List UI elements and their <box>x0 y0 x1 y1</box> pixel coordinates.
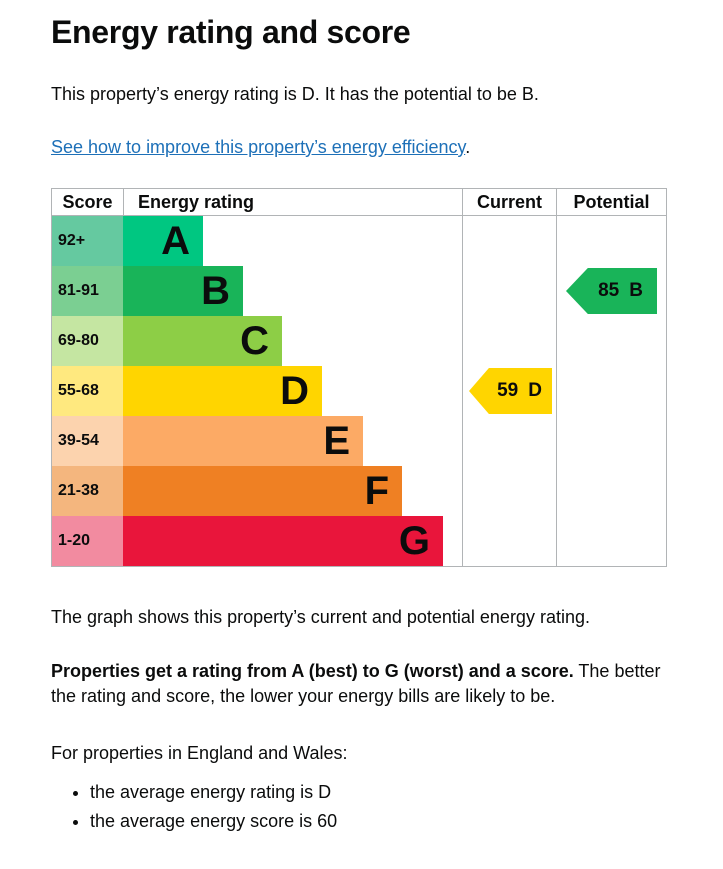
band-letter-g: G <box>398 519 430 563</box>
score-range-label-b: 81-91 <box>58 282 99 299</box>
rating-explanation-bold: Properties get a rating from A (best) to… <box>51 661 574 681</box>
rating-explanation-rest: The better the rating and score, the low… <box>51 661 661 706</box>
graph-caption: The graph shows this property’s current … <box>51 607 590 627</box>
score-range-label-f: 21-38 <box>58 482 99 499</box>
potential-cell-f <box>556 466 666 516</box>
current-score: 59 <box>497 380 519 401</box>
band-bar-e: E <box>123 416 363 466</box>
score-range-label-e: 39-54 <box>58 432 99 449</box>
band-bar-f: F <box>123 466 402 516</box>
current-rating-arrow: 59 D <box>469 368 552 414</box>
current-cell-b <box>462 266 556 316</box>
score-range-cell-d: 55-68 <box>52 366 123 416</box>
rating-cell-c: C <box>123 316 462 366</box>
score-range-label-c: 69-80 <box>58 332 99 349</box>
current-cell-e <box>462 416 556 466</box>
score-range-cell-f: 21-38 <box>52 466 123 516</box>
rating-cell-d: D <box>123 366 462 416</box>
score-range-label-d: 55-68 <box>58 382 99 399</box>
chart-header-energy-rating: Energy rating <box>123 189 462 216</box>
current-cell-f <box>462 466 556 516</box>
band-letter-b: B <box>201 269 230 313</box>
improvement-link[interactable]: See how to improve this property’s energ… <box>51 137 466 157</box>
potential-rating-arrow: 85 B <box>566 268 657 314</box>
score-range-cell-g: 1-20 <box>52 516 123 566</box>
rating-cell-b: B <box>123 266 462 316</box>
score-range-cell-a: 92+ <box>52 216 123 266</box>
score-range-label-g: 1-20 <box>58 532 91 549</box>
band-bar-b: B <box>123 266 243 316</box>
score-range-cell-e: 39-54 <box>52 416 123 466</box>
current-cell-a <box>462 216 556 266</box>
band-letter-d: D <box>280 369 309 413</box>
potential-cell-c <box>556 316 666 366</box>
current-cell-g <box>462 516 556 566</box>
score-range-label-a: 92+ <box>58 232 86 249</box>
rating-cell-e: E <box>123 416 462 466</box>
list-item-average-rating: the average energy rating is D <box>90 781 671 804</box>
potential-band: B <box>629 280 643 301</box>
potential-cell-b: 85 B <box>556 266 666 316</box>
potential-cell-e <box>556 416 666 466</box>
band-letter-c: C <box>240 319 269 363</box>
band-bar-d: D <box>123 366 322 416</box>
band-bar-a: A <box>123 216 203 266</box>
current-cell-d: 59 D <box>462 366 556 416</box>
chart-header-current: Current <box>462 189 556 216</box>
band-letter-f: F <box>364 469 389 513</box>
chart-header-score: Score <box>52 189 123 216</box>
energy-rating-chart: Score Energy rating Current Potential 92… <box>51 188 667 567</box>
averages-list: the average energy rating is D the avera… <box>51 781 671 833</box>
list-item-average-score: the average energy score is 60 <box>90 810 671 833</box>
band-bar-g: G <box>123 516 443 566</box>
potential-cell-g <box>556 516 666 566</box>
score-range-cell-c: 69-80 <box>52 316 123 366</box>
rating-cell-g: G <box>123 516 462 566</box>
improvement-link-row: See how to improve this property’s energ… <box>51 136 671 159</box>
score-range-cell-b: 81-91 <box>52 266 123 316</box>
improvement-link-suffix: . <box>465 137 471 157</box>
rating-explanation: Properties get a rating from A (best) to… <box>51 659 671 709</box>
intro-paragraph: This property’s energy rating is D. It h… <box>51 84 539 104</box>
rating-cell-f: F <box>123 466 462 516</box>
band-letter-e: E <box>323 419 350 463</box>
band-letter-a: A <box>161 219 190 263</box>
region-note: For properties in England and Wales: <box>51 743 348 763</box>
band-bar-c: C <box>123 316 282 366</box>
potential-score: 85 <box>598 280 620 301</box>
rating-cell-a: A <box>123 216 462 266</box>
potential-cell-a <box>556 216 666 266</box>
potential-cell-d <box>556 366 666 416</box>
page-title: Energy rating and score <box>51 14 411 50</box>
current-cell-c <box>462 316 556 366</box>
chart-header-potential: Potential <box>556 189 666 216</box>
current-band: D <box>528 380 542 401</box>
